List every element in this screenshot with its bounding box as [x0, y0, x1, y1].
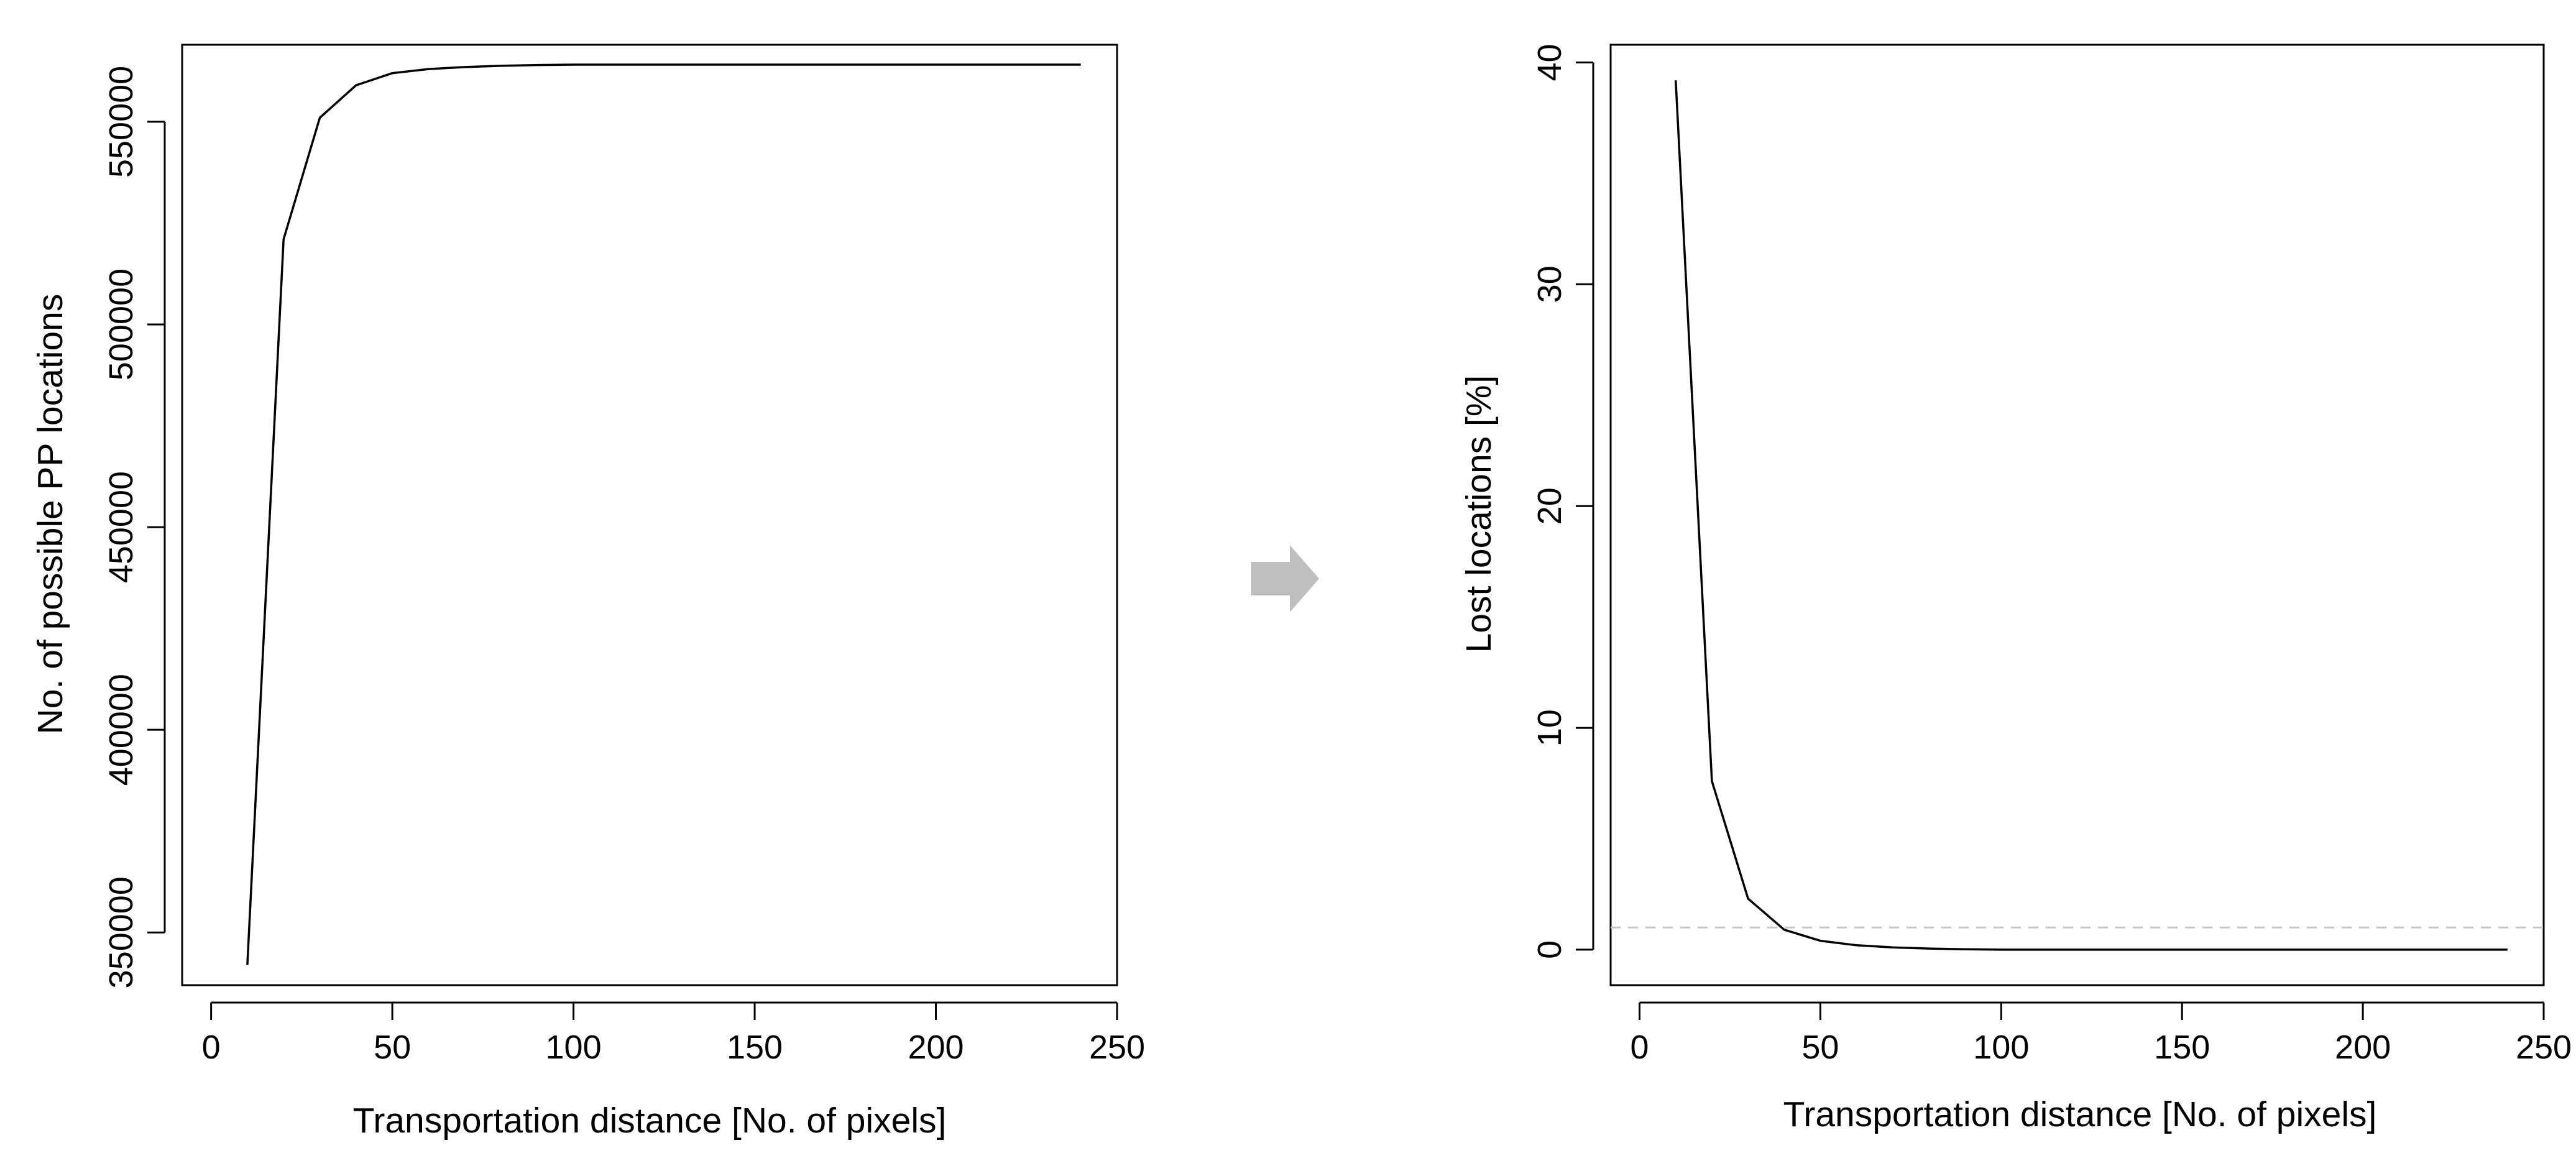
x-tick-label-left: 50	[374, 1029, 411, 1066]
plot-frame-left	[181, 44, 1118, 986]
y-tick-label-right: 20	[1531, 487, 1568, 525]
chart-right: Transportation distance [No. of pixels] …	[1459, 44, 2572, 1134]
x-tick-label-left: 0	[202, 1029, 221, 1066]
x-tick-label-left: 100	[546, 1029, 602, 1066]
x-tick-label-left: 200	[908, 1029, 964, 1066]
y-tick-label-left: 550000	[103, 66, 140, 178]
series-line-right	[1674, 80, 2508, 951]
plot-frame-right	[1609, 44, 2545, 986]
chart-left: Transportation distance [No. of pixels] …	[30, 44, 1145, 1141]
y-tick-label-right: 40	[1531, 44, 1568, 81]
x-axis-label-right: Transportation distance [No. of pixels]	[1783, 1095, 2377, 1134]
y-tick-label-left: 400000	[103, 674, 140, 786]
x-tick-label-right: 100	[1973, 1029, 2029, 1066]
x-tick-label-right: 150	[2154, 1029, 2210, 1066]
y-tick-label-left: 450000	[103, 471, 140, 583]
right-arrow-icon	[1251, 545, 1319, 612]
y-axis-label-right: Lost locations [%]	[1459, 375, 1499, 653]
y-tick-label-left: 350000	[103, 876, 140, 988]
x-tick-label-left: 150	[727, 1029, 783, 1066]
arrow-shape	[1251, 545, 1319, 612]
series-line-left	[246, 63, 1081, 965]
y-tick-label-right: 0	[1531, 940, 1568, 959]
x-axis-label-left: Transportation distance [No. of pixels]	[353, 1101, 947, 1141]
x-tick-label-right: 0	[1631, 1029, 1649, 1066]
x-tick-label-right: 200	[2335, 1029, 2391, 1066]
y-axis-label-left: No. of possible PP locations	[30, 294, 70, 735]
y-tick-label-right: 10	[1531, 709, 1568, 746]
x-tick-label-right: 50	[1801, 1029, 1839, 1066]
x-tick-label-right: 250	[2516, 1029, 2572, 1066]
x-tick-label-left: 250	[1089, 1029, 1145, 1066]
y-tick-label-right: 30	[1531, 265, 1568, 303]
y-tick-label-left: 500000	[103, 269, 140, 380]
